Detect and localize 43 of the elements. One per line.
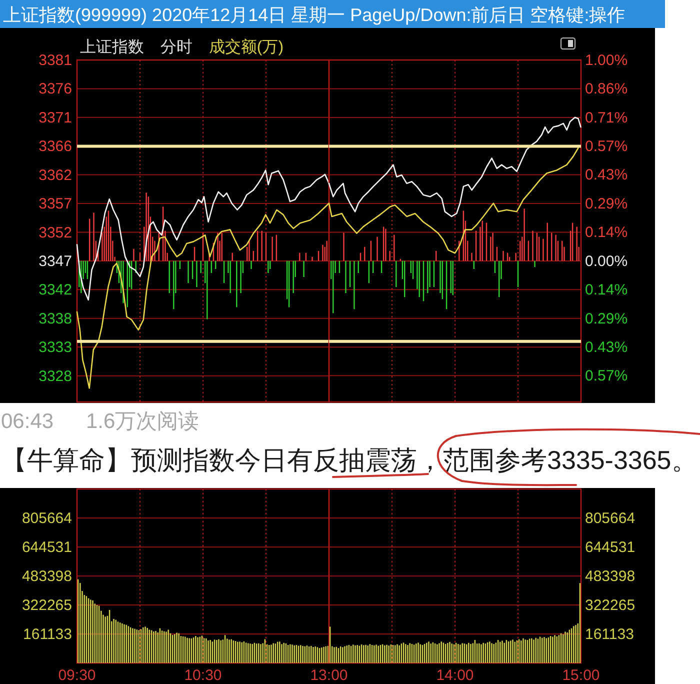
xtick: 09:30 <box>58 667 96 684</box>
y2tick: 805664 <box>585 510 636 527</box>
xtick: 14:00 <box>436 667 474 684</box>
ytick: 3362 <box>38 166 72 184</box>
xtick: 10:30 <box>184 667 222 684</box>
ytick: 3338 <box>38 310 72 328</box>
y2tick: 0.57% <box>585 368 628 385</box>
ytick: 3352 <box>38 224 72 242</box>
ytick: 3376 <box>38 80 72 98</box>
ytick: 483398 <box>22 568 72 585</box>
title: 上证指数(999999) 2020年12月14日 星期一 PageUp/Down:前后日 空格键:操作 <box>0 0 665 28</box>
ytick: 3328 <box>38 368 72 385</box>
y2tick: 0.43% <box>585 339 628 356</box>
y2tick: 0.71% <box>585 109 628 126</box>
y2tick: 322265 <box>585 597 636 614</box>
y2tick: 0.43% <box>585 166 628 184</box>
ytick: 805664 <box>22 510 72 527</box>
ytick: 3381 <box>38 52 72 69</box>
y2tick: 0.86% <box>585 80 628 98</box>
ytick: 3347 <box>38 252 72 270</box>
y2tick: 0.00% <box>585 252 628 270</box>
y2tick: 1.00% <box>585 52 628 69</box>
y2tick: 483398 <box>585 568 636 585</box>
y2tick: 0.14% <box>585 282 628 299</box>
y2tick: 161133 <box>585 626 634 643</box>
y2tick: 0.14% <box>585 224 628 242</box>
ytick: 3357 <box>38 196 72 213</box>
ytick: 3342 <box>38 282 72 299</box>
xtick: 13:00 <box>310 667 348 684</box>
annotation: 06:43 <box>1 410 54 433</box>
y2tick: 644531 <box>585 539 636 556</box>
y2tick: 0.57% <box>585 138 628 156</box>
xtick: 15:00 <box>562 667 600 684</box>
ytick: 161133 <box>23 626 72 643</box>
ytick: 3366 <box>38 138 72 156</box>
ytick: 644531 <box>22 539 72 556</box>
ytick: 322265 <box>22 597 72 614</box>
chart-title: 上证指数(999999) 2020年12月14日 星期一 PageUp/Down:前后日 空格键:操作 <box>3 5 626 25</box>
y2tick: 0.29% <box>585 310 628 328</box>
ytick: 3371 <box>38 109 72 126</box>
subtitle: 上证指数 分时 成交额(万) <box>80 39 284 56</box>
y2tick: 0.29% <box>585 195 628 212</box>
ytick: 3333 <box>38 339 72 356</box>
